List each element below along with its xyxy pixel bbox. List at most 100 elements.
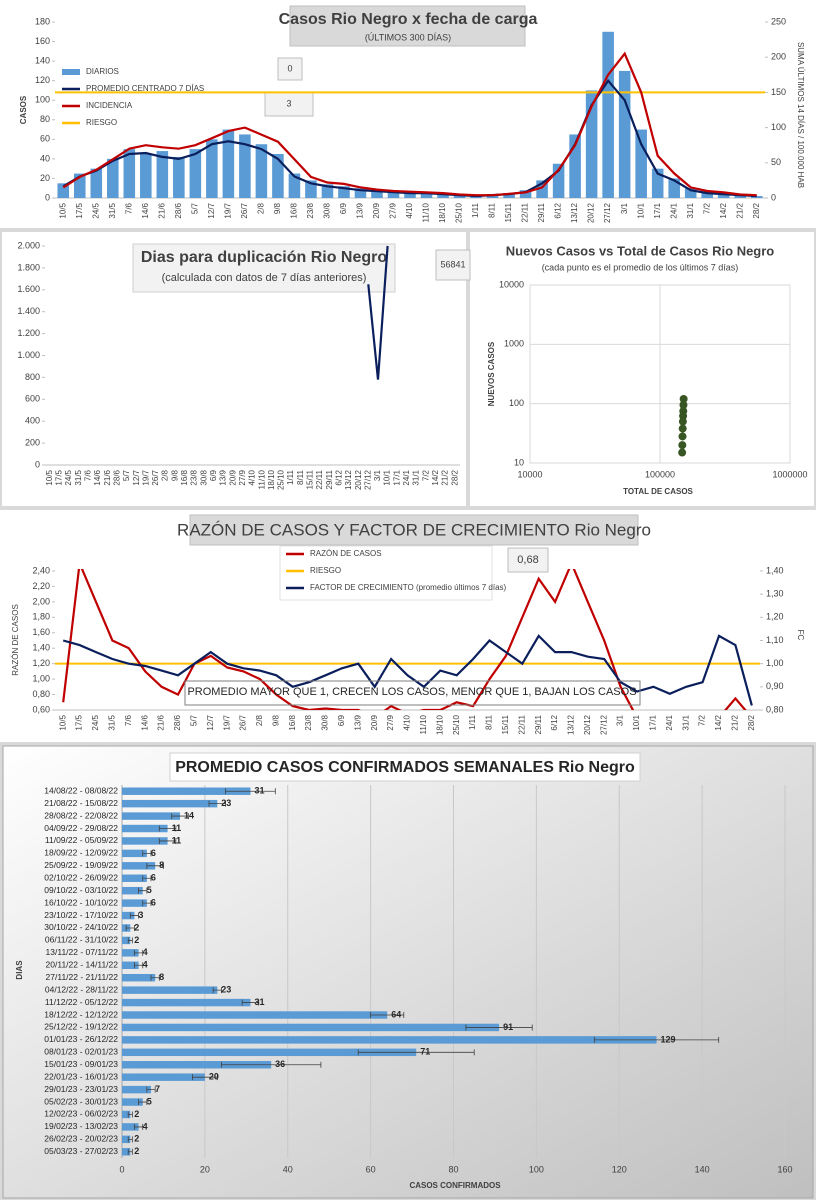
annotation-box (435, 249, 471, 281)
y2-tick-label: 0 (771, 192, 776, 202)
x-tick-label: 31/5 (74, 469, 83, 485)
value-label: 11 (172, 823, 182, 833)
value-label: 4 (143, 947, 148, 957)
y-tick-label: 02/10/22 - 26/09/22 (44, 873, 118, 883)
x-tick-label: 14/6 (140, 714, 149, 730)
x-tick-label: 22/11 (521, 202, 530, 222)
x-tick-label: 25/10 (277, 469, 286, 490)
bar (123, 149, 136, 198)
x-tick-label: 120 (612, 1164, 627, 1174)
bar (122, 1123, 139, 1131)
bar (701, 192, 713, 198)
chart-subtitle: (calculada con datos de 7 días anteriore… (162, 272, 367, 284)
error-bar (465, 1024, 533, 1031)
error-bar (212, 987, 222, 994)
annotation-box (507, 547, 549, 573)
bar (122, 824, 168, 833)
value-label: 2 (134, 1109, 139, 1119)
bar (503, 193, 515, 198)
value-label: 23 (221, 798, 231, 808)
value-label: 4 (143, 1121, 148, 1131)
legend-label: RIESGO (310, 566, 341, 575)
value-label: 7 (155, 1084, 160, 1094)
bar (122, 1011, 388, 1019)
y-tick-label: 10 (514, 457, 524, 467)
point (679, 400, 688, 409)
y-tick-label: 25/09/22 - 19/09/22 (44, 860, 118, 870)
bar (239, 134, 251, 198)
error-bar (129, 912, 139, 919)
error-bar (370, 1012, 405, 1019)
bar (122, 998, 251, 1007)
x-tick-label: 10000 (517, 469, 542, 479)
bar (122, 986, 218, 994)
bar (272, 154, 284, 198)
x-axis-label: TOTAL DE CASOS (623, 487, 693, 496)
x-tick-label: 5/7 (190, 202, 199, 214)
x-tick-label: 13/12 (344, 469, 353, 490)
y-tick-label: 06/11/22 - 31/10/22 (45, 935, 118, 945)
x-tick-label: 3/1 (373, 469, 382, 481)
x-tick-label: 21/2 (731, 714, 740, 730)
error-bar (125, 924, 135, 931)
value-label: 6 (151, 848, 156, 858)
x-tick-label: 15/11 (306, 469, 315, 489)
bar (122, 899, 147, 907)
x-tick-label: 20 (200, 1164, 210, 1174)
x-tick-label: 3/1 (620, 202, 629, 214)
chart-title: Nuevos Casos vs Total de Casos Rio Negro (506, 243, 775, 258)
x-tick-label: 13/12 (570, 202, 579, 223)
x-tick-label: 20/12 (583, 714, 592, 735)
x-tick-label: 18/10 (435, 714, 444, 735)
y-tick-label: 1.000 (17, 350, 40, 360)
point (678, 441, 687, 450)
x-tick-label: 31/1 (412, 469, 421, 485)
x-tick-label: 20/12 (587, 202, 596, 223)
y-tick-label: 21/08/22 - 15/08/22 (44, 798, 118, 808)
bar (206, 139, 218, 198)
x-tick-label: 31/1 (681, 714, 690, 730)
bar (122, 812, 181, 820)
x-tick-label: 1/11 (468, 714, 477, 730)
x-tick-label: 80 (448, 1164, 458, 1174)
bar (122, 1036, 657, 1044)
x-tick-label: 1/11 (471, 202, 480, 218)
bar (122, 862, 156, 870)
x-tick-label: 7/6 (124, 714, 133, 726)
y2-axis-label: FC (796, 630, 805, 641)
bar (371, 190, 383, 198)
y-tick-label: 180 (35, 16, 50, 26)
y-tick-label: 1.400 (17, 306, 40, 316)
y-tick-label: 09/10/22 - 03/10/22 (44, 885, 118, 895)
value-label: 2 (134, 1134, 139, 1144)
x-tick-label: 10/1 (383, 469, 392, 485)
x-tick-label: 14/2 (431, 469, 440, 485)
x-tick-label: 18/10 (438, 202, 447, 223)
x-tick-label: 28/2 (747, 714, 756, 730)
y-tick-label: 15/01/23 - 09/01/23 (44, 1059, 118, 1069)
x-tick-label: 24/1 (402, 469, 411, 485)
x-tick-label: 21/2 (735, 202, 744, 218)
bar (255, 144, 268, 198)
bar (122, 911, 135, 920)
value-label: 14 (184, 810, 194, 820)
y2-tick-label: 1,40 (766, 565, 784, 575)
x-tick-label: 8/11 (485, 714, 494, 730)
bar (122, 1098, 143, 1106)
error-bar (127, 1148, 133, 1155)
bar (321, 184, 334, 198)
x-tick-label: 5/7 (189, 714, 198, 726)
x-tick-label: 31/1 (686, 202, 695, 218)
x-tick-label: 14/6 (93, 469, 102, 485)
line (62, 78, 757, 198)
x-tick-label: 2/8 (255, 714, 264, 726)
annotation: 56841 (440, 259, 465, 269)
y-tick-label: 100 (509, 398, 524, 408)
bar (122, 1085, 152, 1094)
x-tick-label: 100 (529, 1164, 544, 1174)
y-tick-label: 0,60 (32, 704, 50, 714)
y-tick-label: 01/01/23 - 26/12/22 (44, 1034, 118, 1044)
x-tick-label: 9/8 (271, 714, 280, 726)
error-bar (142, 850, 152, 857)
